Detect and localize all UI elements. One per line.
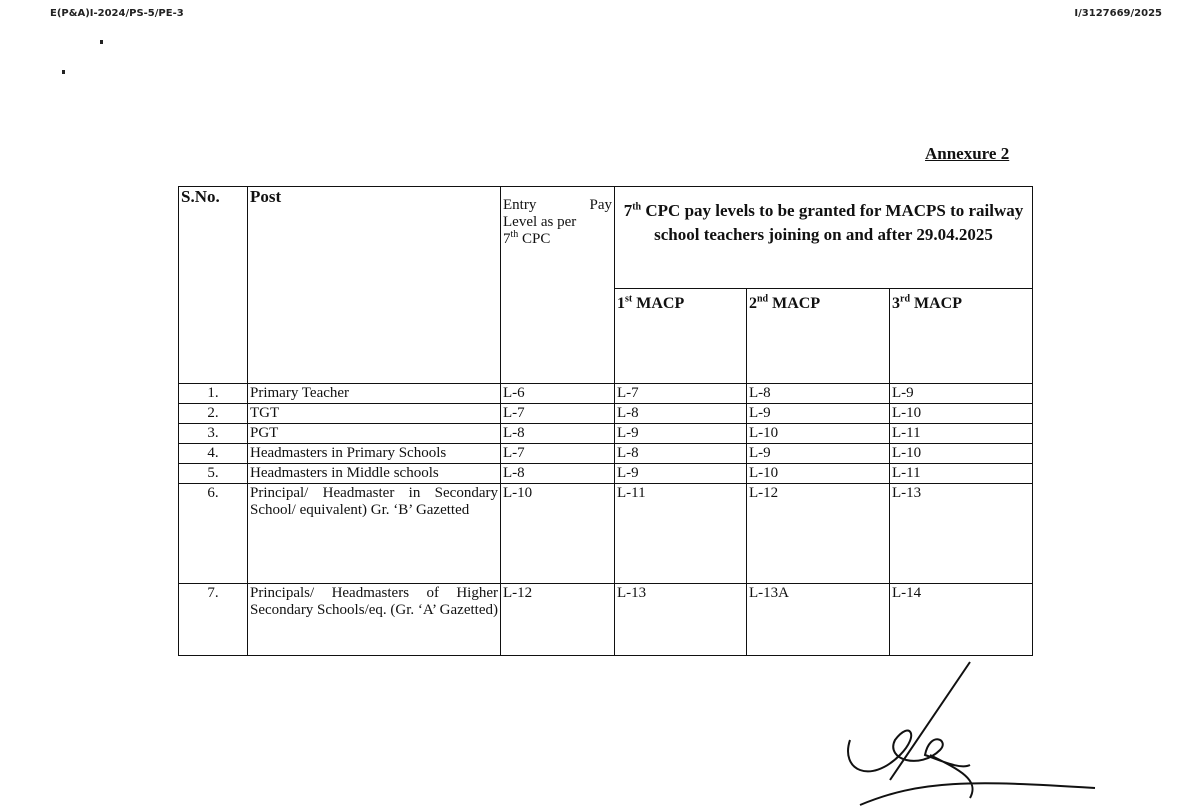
- table-row: 1. Primary Teacher L-6 L-7 L-8 L-9: [178, 383, 1033, 404]
- header-macp-3: 3rd MACP: [889, 288, 1033, 384]
- cell-m1: L-13: [614, 583, 747, 656]
- cell-post: Primary Teacher: [247, 383, 501, 404]
- cell-post: Principal/ Headmaster in Secondary Schoo…: [247, 483, 501, 584]
- scan-mark: [100, 40, 103, 44]
- cell-entry: L-7: [500, 443, 615, 464]
- cell-m2: L-8: [746, 383, 890, 404]
- cell-entry: L-6: [500, 383, 615, 404]
- cell-m2: L-10: [746, 423, 890, 444]
- cell-entry: L-12: [500, 583, 615, 656]
- cell-post: PGT: [247, 423, 501, 444]
- cell-m2: L-9: [746, 443, 890, 464]
- cell-entry: L-10: [500, 483, 615, 584]
- header-sno: S.No.: [178, 186, 248, 384]
- table-row: 4. Headmasters in Primary Schools L-7 L-8 L-…: [178, 443, 1033, 464]
- cell-post: Principals/ Headmasters of Higher Second…: [247, 583, 501, 656]
- cell-sno: 6.: [178, 483, 248, 584]
- annexure-title: Annexure 2: [925, 144, 1010, 163]
- header-macp-2: 2nd MACP: [746, 288, 890, 384]
- cell-sno: 3.: [178, 423, 248, 444]
- signature: [847, 661, 1096, 806]
- cell-m3: L-10: [889, 443, 1033, 464]
- cell-m2: L-10: [746, 463, 890, 484]
- header-macp-group: 7th CPC pay levels to be granted for MAC…: [614, 186, 1033, 289]
- cell-m3: L-13: [889, 483, 1033, 584]
- cell-sno: 5.: [178, 463, 248, 484]
- cell-m1: L-9: [614, 463, 747, 484]
- header-macp-1: 1st MACP: [614, 288, 747, 384]
- table-row: 3. PGT L-8 L-9 L-10 L-11: [178, 423, 1033, 444]
- cell-m1: L-8: [614, 403, 747, 424]
- table-row: 2. TGT L-7 L-8 L-9 L-10: [178, 403, 1033, 424]
- scan-mark: [62, 70, 65, 74]
- cell-entry: L-7: [500, 403, 615, 424]
- cell-post: TGT: [247, 403, 501, 424]
- cell-m1: L-9: [614, 423, 747, 444]
- header-post: Post: [247, 186, 501, 384]
- cell-m3: L-10: [889, 403, 1033, 424]
- cell-post: Headmasters in Primary Schools: [247, 443, 501, 464]
- cell-m3: L-11: [889, 423, 1033, 444]
- cell-m2: L-12: [746, 483, 890, 584]
- cell-post: Headmasters in Middle schools: [247, 463, 501, 484]
- cell-sno: 2.: [178, 403, 248, 424]
- cell-m1: L-8: [614, 443, 747, 464]
- cell-m1: L-11: [614, 483, 747, 584]
- cell-sno: 4.: [178, 443, 248, 464]
- cell-m3: L-14: [889, 583, 1033, 656]
- table-row: 6. Principal/ Headmaster in Secondary Sch…: [178, 483, 1033, 584]
- cell-m2: L-13A: [746, 583, 890, 656]
- header-entry-pay: Entry Pay Level as per 7th CPC: [500, 186, 615, 384]
- table-row: 7. Principals/ Headmasters of Higher Seco…: [178, 583, 1033, 656]
- table-row: 5. Headmasters in Middle schools L-8 L-9 L-1…: [178, 463, 1033, 484]
- cell-m1: L-7: [614, 383, 747, 404]
- document-number: I/3127669/2025: [1074, 8, 1162, 19]
- pay-level-table: S.No. Post Entry Pay Level as per 7th CP…: [178, 186, 1033, 656]
- cell-entry: L-8: [500, 423, 615, 444]
- cell-sno: 7.: [178, 583, 248, 656]
- cell-m2: L-9: [746, 403, 890, 424]
- file-reference: E(P&A)I-2024/PS-5/PE-3: [50, 8, 184, 19]
- cell-m3: L-9: [889, 383, 1033, 404]
- cell-entry: L-8: [500, 463, 615, 484]
- cell-m3: L-11: [889, 463, 1033, 484]
- cell-sno: 1.: [178, 383, 248, 404]
